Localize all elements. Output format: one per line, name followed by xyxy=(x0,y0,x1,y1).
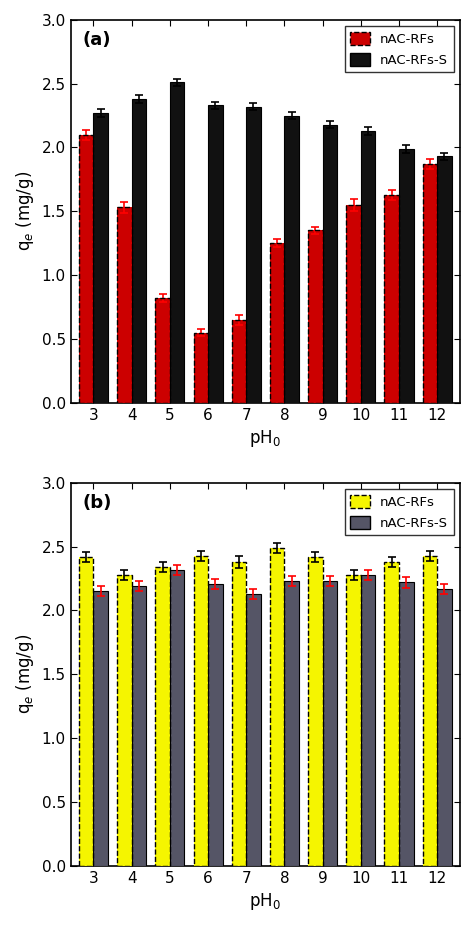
Bar xyxy=(346,205,361,403)
Y-axis label: q$_e$ (mg/g): q$_e$ (mg/g) xyxy=(14,634,36,714)
Bar xyxy=(170,82,184,403)
Bar xyxy=(323,582,337,866)
Bar xyxy=(308,231,323,403)
X-axis label: pH$_0$: pH$_0$ xyxy=(249,428,281,449)
Bar xyxy=(117,207,132,403)
Bar xyxy=(132,586,146,866)
Bar xyxy=(155,298,170,403)
Bar xyxy=(308,557,323,866)
Bar xyxy=(79,134,93,403)
Bar xyxy=(323,124,337,403)
Bar xyxy=(308,557,323,866)
Text: (b): (b) xyxy=(82,494,111,512)
Bar xyxy=(232,562,246,866)
X-axis label: pH$_0$: pH$_0$ xyxy=(249,891,281,912)
Bar xyxy=(232,319,246,403)
Bar xyxy=(79,134,93,403)
Bar xyxy=(79,557,93,866)
Bar xyxy=(232,319,246,403)
Text: (a): (a) xyxy=(82,31,111,49)
Bar xyxy=(117,575,132,866)
Y-axis label: q$_e$ (mg/g): q$_e$ (mg/g) xyxy=(14,171,36,251)
Bar xyxy=(132,99,146,403)
Bar xyxy=(308,231,323,403)
Bar xyxy=(208,583,223,866)
Bar xyxy=(155,567,170,866)
Bar xyxy=(384,562,399,866)
Bar xyxy=(93,592,108,866)
Bar xyxy=(155,567,170,866)
Bar xyxy=(246,594,261,866)
Bar xyxy=(193,332,208,403)
Bar xyxy=(399,149,413,403)
Bar xyxy=(384,194,399,403)
Bar xyxy=(193,556,208,866)
Legend: nAC-RFs, nAC-RFs-S: nAC-RFs, nAC-RFs-S xyxy=(345,27,454,72)
Bar xyxy=(270,244,284,403)
Bar xyxy=(79,557,93,866)
Bar xyxy=(93,113,108,403)
Bar xyxy=(193,332,208,403)
Bar xyxy=(346,205,361,403)
Bar xyxy=(384,562,399,866)
Bar xyxy=(270,548,284,866)
Bar xyxy=(170,569,184,866)
Bar xyxy=(423,164,437,403)
Bar xyxy=(246,106,261,403)
Bar xyxy=(193,556,208,866)
Bar xyxy=(270,244,284,403)
Bar xyxy=(361,575,375,866)
Bar xyxy=(399,582,413,866)
Legend: nAC-RFs, nAC-RFs-S: nAC-RFs, nAC-RFs-S xyxy=(345,490,454,535)
Bar xyxy=(437,589,452,866)
Bar xyxy=(423,164,437,403)
Bar xyxy=(284,582,299,866)
Bar xyxy=(346,575,361,866)
Bar xyxy=(361,131,375,403)
Bar xyxy=(117,575,132,866)
Bar xyxy=(423,556,437,866)
Bar xyxy=(232,562,246,866)
Bar xyxy=(384,194,399,403)
Bar xyxy=(155,298,170,403)
Bar xyxy=(346,575,361,866)
Bar xyxy=(270,548,284,866)
Bar xyxy=(284,116,299,403)
Bar xyxy=(208,106,223,403)
Bar xyxy=(423,556,437,866)
Bar xyxy=(117,207,132,403)
Bar xyxy=(437,156,452,403)
